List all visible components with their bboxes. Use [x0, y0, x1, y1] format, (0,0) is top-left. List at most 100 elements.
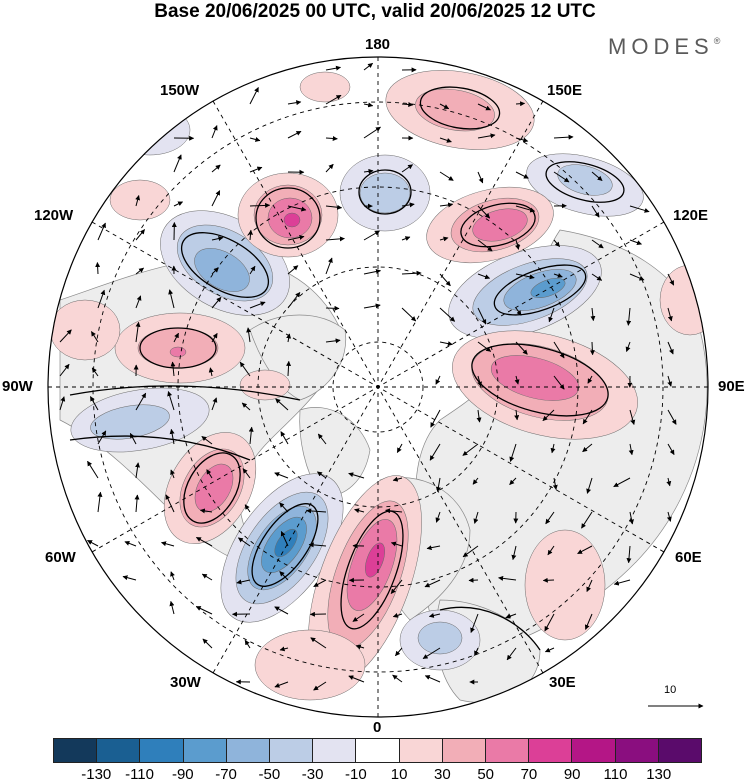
wind-vector	[249, 166, 263, 173]
colorbar-swatch	[140, 739, 184, 762]
lon-label-120e: 120E	[673, 207, 709, 224]
wind-vector	[629, 273, 645, 281]
wind-vector	[667, 273, 675, 286]
lon-label-60w: 60W	[45, 549, 76, 566]
wind-vector	[590, 307, 596, 322]
wind-vector	[363, 126, 381, 139]
wind-vector	[170, 361, 176, 377]
wind-vector	[274, 472, 289, 479]
wind-vector	[509, 443, 517, 462]
wind-vector	[247, 229, 253, 241]
wind-vector	[202, 638, 213, 649]
wind-vector	[435, 511, 441, 523]
wind-vector	[248, 426, 254, 445]
wind-vector	[435, 477, 441, 493]
wind-vector	[553, 239, 560, 247]
colorbar-tick-label: -70	[215, 766, 237, 783]
wind-vector	[470, 613, 479, 633]
lon-label-120w: 120W	[34, 207, 74, 224]
streamlines	[69, 86, 625, 651]
wind-vector	[211, 190, 221, 207]
wind-vector	[667, 307, 673, 322]
wind-vector	[211, 164, 221, 173]
wind-vector	[515, 205, 536, 213]
wind-vector	[629, 511, 634, 525]
wind-vector	[124, 540, 137, 547]
colorbar-tick-label: 90	[563, 766, 581, 783]
wind-vector	[168, 289, 175, 309]
wind-vector	[280, 530, 289, 547]
wind-vector	[90, 331, 99, 343]
colorbar-swatch	[97, 739, 141, 762]
colorbar-swatch	[54, 739, 98, 762]
wind-vector	[279, 502, 289, 513]
wind-vector	[287, 235, 305, 241]
wind-vector	[515, 137, 529, 143]
wind-vector	[286, 333, 292, 343]
wind-vector	[553, 273, 563, 278]
wind-vector	[352, 613, 365, 622]
wind-vector	[170, 571, 175, 581]
wind-vector	[325, 257, 333, 275]
wind-vector	[424, 579, 441, 588]
colorbar-tick-label: -130	[81, 766, 112, 783]
wind-vector	[439, 273, 451, 287]
wind-vector	[211, 267, 219, 275]
wind-vector	[667, 375, 673, 387]
wind-vector	[208, 367, 214, 377]
wind-vector	[545, 511, 555, 525]
wind-vector	[430, 409, 441, 428]
wind-vector	[287, 205, 307, 212]
wind-vector	[544, 647, 555, 653]
wind-vector	[211, 236, 224, 242]
wind-vector	[667, 341, 674, 355]
wind-vector	[472, 477, 479, 485]
wind-vector	[591, 171, 603, 181]
wind-vector	[626, 307, 632, 326]
wind-vector	[666, 511, 672, 522]
wind-vector	[666, 477, 672, 487]
colorbar-swatch	[529, 739, 573, 762]
wind-vector	[582, 443, 593, 453]
wind-vector	[287, 100, 302, 106]
wind-vector	[514, 409, 520, 421]
wind-vector	[249, 265, 256, 275]
wind-vector	[363, 230, 380, 241]
wind-vector	[542, 409, 555, 422]
wind-vector	[134, 494, 140, 513]
wind-vector	[667, 443, 675, 456]
colorbar-tick-label: 10	[390, 766, 408, 783]
wind-vector	[279, 646, 289, 652]
colorbar-swatch	[399, 739, 443, 762]
wind-vector	[577, 545, 593, 555]
wind-vector	[363, 168, 374, 174]
wind-vector	[591, 239, 604, 249]
wind-vector	[275, 398, 289, 411]
wind-vector	[401, 102, 414, 108]
wind-vector	[249, 87, 259, 105]
wind-vector	[515, 101, 526, 107]
wind-vector	[135, 195, 141, 207]
wind-vector	[206, 469, 213, 479]
wind-vector	[355, 644, 365, 650]
wind-vector	[199, 508, 213, 514]
wind-vector	[244, 639, 251, 649]
wind-vector	[167, 391, 175, 411]
wind-vector	[348, 472, 365, 479]
wind-vector	[392, 612, 403, 618]
colorbar-tick-label: -110	[125, 766, 154, 783]
wind-vector	[97, 222, 106, 241]
wind-vector	[59, 396, 66, 411]
wind-vector	[211, 332, 218, 343]
wind-vector	[586, 579, 593, 593]
wind-vector	[169, 428, 175, 445]
lon-label-180: 180	[365, 36, 391, 53]
wind-vector	[246, 327, 252, 343]
wind-vector	[506, 647, 517, 661]
wind-vector	[401, 202, 415, 208]
wind-vector	[515, 307, 522, 316]
wind-vector	[476, 409, 482, 423]
wind-vector	[426, 545, 441, 551]
wind-vector	[279, 571, 289, 581]
wind-vector	[474, 647, 479, 656]
